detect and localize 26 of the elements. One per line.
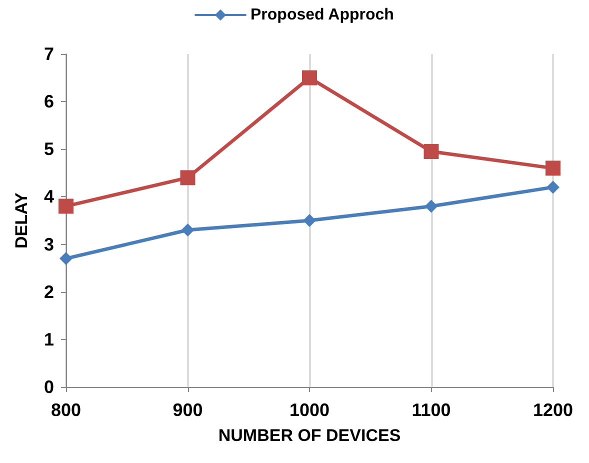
y-tick-label: 2 [44,282,54,302]
x-tick-label: 1000 [289,400,330,420]
point [424,200,438,213]
x-tick-label: 1100 [412,400,451,420]
x-axis-title: NUMBER OF DEVICES [218,426,401,445]
x-tick-label: 1200 [532,400,574,420]
point [303,214,316,227]
x-tick-label: 800 [50,400,82,420]
y-tick-label: 7 [44,44,54,64]
y-tick-label: 6 [44,92,54,112]
legend-label: Proposed Approch [250,6,394,24]
point [424,144,439,160]
point [180,170,196,186]
y-axis-title: DELAY [12,192,31,249]
y-tick-label: 0 [44,377,54,397]
y-tick-label: 1 [44,329,54,350]
point [60,252,72,266]
point [58,198,74,214]
point [302,70,317,86]
point [546,180,560,194]
x-tick-label: 900 [172,400,203,420]
y-tick-label: 5 [44,139,54,160]
y-tick-label: 3 [44,234,54,254]
y-tick-label: 4 [44,186,54,207]
point [546,160,560,176]
point [181,224,194,237]
